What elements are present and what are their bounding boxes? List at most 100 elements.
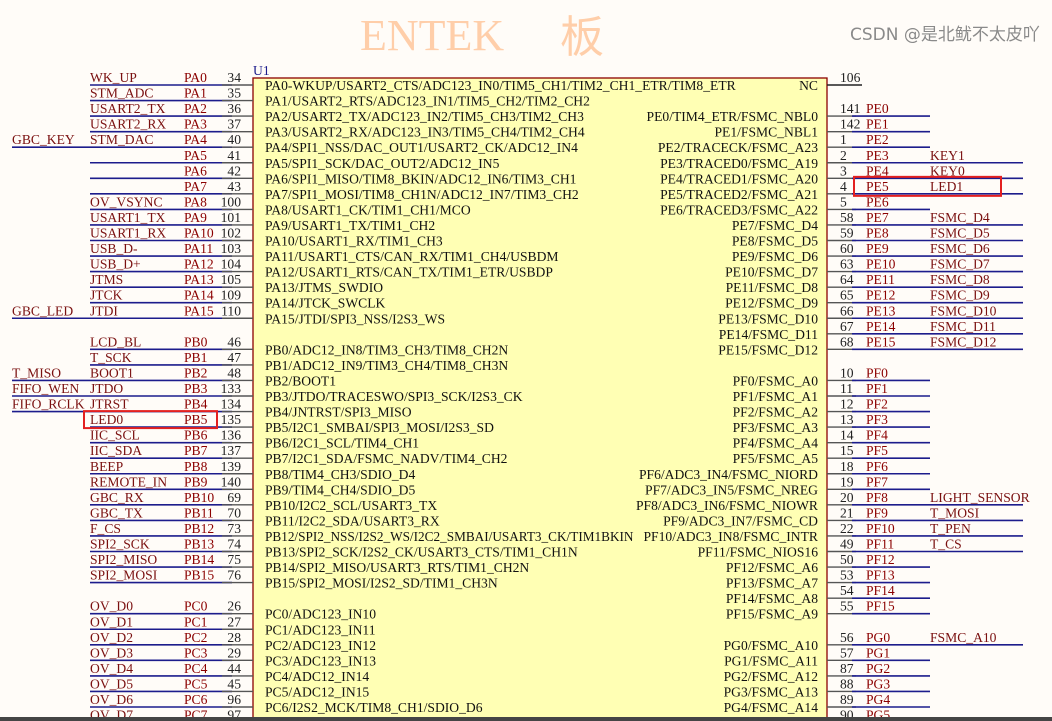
pin-row-pc4[interactable]: OV_D4 PC4 44 PC4/ADC12_IN14: [90, 661, 369, 684]
pin-row-pf2[interactable]: 12 PF2 PF2/FSMC_A2: [733, 397, 930, 420]
pin-function: PE7/FSMC_D4: [732, 218, 818, 233]
pin-function: PE2/TRACECK/FSMC_A23: [658, 140, 818, 155]
pin-row-pf12[interactable]: 50 PF12 PF12/FSMC_A6: [726, 552, 930, 575]
pin-row-pb5[interactable]: LED0 PB5 135 PB5/I2C1_SMBAI/SPI3_MOSI/I2S3_…: [83, 410, 494, 435]
pin-row-pf11[interactable]: 49 PF11 T_CS PF11/FSMC_NIOS16: [698, 537, 1023, 560]
pin-row-pa9[interactable]: USART1_TX PA9 101 PA9/USART1_TX/TIM1_CH2: [90, 210, 435, 233]
pin-row-pf14[interactable]: 54 PF14 PF14/FSMC_A8: [726, 583, 930, 606]
pin-row-pb10[interactable]: GBC_RX PB10 69 PB10/I2C2_SCL/USART3_TX: [90, 490, 437, 513]
pin-row-pc0[interactable]: OV_D0 PC0 26 PC0/ADC123_IN10: [90, 599, 376, 622]
pin-row-pf10[interactable]: 22 PF10 T_PEN PF10/ADC3_IN8/FSMC_INTR: [644, 521, 1024, 544]
pin-row-pa7[interactable]: PA7 43 PA7/SPI1_MOSI/TIM8_CH1N/ADC12_IN7/T…: [90, 179, 579, 202]
pin-row-pf8[interactable]: 20 PF8 LIGHT_SENSOR PF8/ADC3_IN6/FSMC_NIOWR: [636, 490, 1031, 513]
pin-row-pc1[interactable]: OV_D1 PC1 27 PC1/ADC123_IN11: [90, 614, 376, 637]
pin-row-pc6[interactable]: OV_D6 PC6 96 PC6/I2S2_MCK/TIM8_CH1/SDIO_D6: [90, 692, 483, 715]
chip-body-u1[interactable]: [252, 77, 828, 721]
pin-row-pe2[interactable]: 1 PE2 PE2/TRACECK/FSMC_A23: [658, 132, 930, 155]
pin-row-pe5[interactable]: 4 PE5 LED1 PE5/TRACED2/FSMC_A21: [660, 175, 1023, 202]
pin-row-pa4[interactable]: GBC_KEY STM_DAC PA4 40 PA4/SPI1_NSS/DAC_OUT1…: [12, 132, 578, 155]
pin-row-pe6[interactable]: 5 PE6 PE6/TRACED3/FSMC_A22: [660, 194, 930, 217]
pin-row-pa15[interactable]: GBC_LED JTDI PA15 110 PA15/JTDI/SPI3_NSS/I2S…: [12, 303, 445, 326]
pin-row-pg1[interactable]: 57 PG1 PG1/FSMC_A11: [724, 645, 930, 668]
pin-row-pe7[interactable]: 58 PE7 FSMC_D4 PE7/FSMC_D4: [732, 210, 1023, 233]
pin-row-pb9[interactable]: REMOTE_IN PB9 140 PB9/TIM4_CH4/SDIO_D5: [90, 474, 416, 497]
pin-row-pf6[interactable]: 18 PF6 PF6/ADC3_IN4/FSMC_NIORD: [639, 459, 930, 482]
pin-row-pe1[interactable]: 142 PE1 PE1/FSMC_NBL1: [715, 117, 931, 140]
pin-function: PE6/TRACED3/FSMC_A22: [660, 202, 818, 217]
pin-row-pe10[interactable]: 63 PE10 FSMC_D7 PE10/FSMC_D7: [725, 257, 1023, 280]
pin-row-pe13[interactable]: 66 PE13 FSMC_D10 PE13/FSMC_D10: [718, 303, 1023, 326]
pin-row-pg2[interactable]: 87 PG2 PG2/FSMC_A12: [724, 661, 930, 684]
pin-number: 54: [840, 583, 854, 598]
pin-number: 96: [227, 692, 241, 707]
pin-row-pe0[interactable]: 141 PE0 PE0/TIM4_ETR/FSMC_NBL0: [647, 101, 930, 124]
pin-row-pa10[interactable]: USART1_RX PA10 102 PA10/USART1_RX/TIM1_CH3: [90, 226, 443, 249]
pin-row-pb0[interactable]: LCD_BL PB0 46 PB0/ADC12_IN8/TIM3_CH3/TIM8_C…: [90, 334, 508, 357]
net-label: OV_D2: [90, 630, 133, 645]
pin-rows: WK_UP PA0 34 PA0-WKUP/USART2_CTS/ADC123_IN0…: [12, 70, 1031, 721]
pin-row-pg4[interactable]: 89 PG4 PG4/FSMC_A14: [724, 692, 930, 715]
pin-row-pf15[interactable]: 55 PF15 PF15/FSMC_A9: [726, 599, 930, 622]
net-label: KEY0: [930, 163, 965, 178]
pin-row-pb6[interactable]: IIC_SCL PB6 136 PB6/I2C1_SCL/TIM4_CH1: [90, 428, 419, 451]
pin-row-pb1[interactable]: T_SCK PB1 47 PB1/ADC12_IN9/TIM3_CH4/TIM8_CH…: [90, 350, 508, 373]
port-name: PC5: [184, 676, 208, 691]
pin-row-pe11[interactable]: 64 PE11 FSMC_D8 PE11/FSMC_D8: [726, 272, 1023, 295]
pin-row-pg0[interactable]: 56 PG0 FSMC_A10 PG0/FSMC_A10: [724, 630, 1023, 653]
pin-function: PF14/FSMC_A8: [726, 591, 818, 606]
pin-row-pg3[interactable]: 88 PG3 PG3/FSMC_A13: [724, 676, 930, 699]
pin-row-pb8[interactable]: BEEP PB8 139 PB8/TIM4_CH3/SDIO_D4: [90, 459, 416, 482]
pin-row-nc[interactable]: 106 NC: [799, 70, 862, 93]
pin-row-pf0[interactable]: 10 PF0 PF0/FSMC_A0: [733, 365, 930, 388]
pin-number: 26: [227, 599, 241, 614]
net-label-extra: FIFO_RCLK: [12, 397, 85, 412]
net-label: OV_D0: [90, 599, 133, 614]
pin-row-pe9[interactable]: 60 PE9 FSMC_D6 PE9/FSMC_D6: [732, 241, 1023, 264]
pin-function: PC3/ADC123_IN13: [265, 653, 376, 668]
pin-row-pb15[interactable]: SPI2_MOSI PB15 76 PB15/SPI2_MOSI/I2S2_SD/TI…: [90, 568, 498, 591]
pin-row-pa6[interactable]: PA6 42 PA6/SPI1_MISO/TIM8_BKIN/ADC12_IN6/T…: [90, 163, 576, 186]
port-name: PB14: [184, 552, 214, 567]
pin-row-pb7[interactable]: IIC_SDA PB7 137 PB7/I2C1_SDA/FSMC_NADV/TIM4…: [90, 443, 508, 466]
pin-row-pa5[interactable]: PA5 41 PA5/SPI1_SCK/DAC_OUT2/ADC12_IN5: [90, 148, 500, 171]
pin-row-pb4[interactable]: FIFO_RCLK JTRST PB4 134 PB4/JNTRST/SPI3_MISO: [12, 397, 412, 420]
pin-row-pf3[interactable]: 13 PF3 PF3/FSMC_A3: [733, 412, 930, 435]
pin-row-pe3[interactable]: 2 PE3 KEY1 PE3/TRACED0/FSMC_A19: [660, 148, 1023, 171]
pin-row-pf13[interactable]: 53 PF13 PF13/FSMC_A7: [726, 568, 930, 591]
pin-row-pf9[interactable]: 21 PF9 T_MOSI PF9/ADC3_IN7/FSMC_CD: [663, 505, 1023, 528]
pin-row-pf4[interactable]: 14 PF4 PF4/FSMC_A4: [733, 428, 930, 451]
pin-row-pc5[interactable]: OV_D5 PC5 45 PC5/ADC12_IN15: [90, 676, 369, 699]
port-name: PB8: [184, 459, 208, 474]
pin-row-pe15[interactable]: 68 PE15 FSMC_D12 PE15/FSMC_D12: [718, 334, 1023, 357]
pin-row-pa11[interactable]: USB_D- PA11 103 PA11/USART1_CTS/CAN_RX/TIM1…: [90, 241, 559, 264]
pin-row-pa14[interactable]: JTCK PA14 109 PA14/JTCK_SWCLK: [90, 288, 386, 311]
pin-row-pa0[interactable]: WK_UP PA0 34 PA0-WKUP/USART2_CTS/ADC123_IN0…: [90, 70, 737, 93]
port-name: PB2: [184, 365, 208, 380]
pin-row-pc3[interactable]: OV_D3 PC3 29 PC3/ADC123_IN13: [90, 645, 376, 668]
pin-row-pb3[interactable]: FIFO_WEN JTDO PB3 133 PB3/JTDO/TRACESWO/SPI3…: [12, 381, 523, 404]
pin-row-pe14[interactable]: 67 PE14 FSMC_D11 PE14/FSMC_D11: [719, 319, 1023, 342]
pin-row-pa2[interactable]: USART2_TX PA2 36 PA2/USART2_TX/ADC123_IN2/T…: [90, 101, 584, 124]
pin-row-pe8[interactable]: 59 PE8 FSMC_D5 PE8/FSMC_D5: [732, 226, 1023, 249]
pin-row-pa1[interactable]: STM_ADC PA1 35 PA1/USART2_RTS/ADC123_IN1/TI…: [90, 86, 590, 109]
pin-row-pb13[interactable]: SPI2_SCK PB13 74 PB13/SPI2_SCK/I2S2_CK/USAR…: [90, 537, 578, 560]
pin-row-pe12[interactable]: 65 PE12 FSMC_D9 PE12/FSMC_D9: [725, 288, 1023, 311]
pin-row-pf5[interactable]: 15 PF5 PF5/FSMC_A5: [733, 443, 930, 466]
pin-row-pa12[interactable]: USB_D+ PA12 104 PA12/USART1_RTS/CAN_TX/TIM1…: [90, 257, 553, 280]
pin-row-pa13[interactable]: JTMS PA13 105 PA13/JTMS_SWDIO: [90, 272, 383, 295]
pin-function: PB7/I2C1_SDA/FSMC_NADV/TIM4_CH2: [265, 451, 508, 466]
pin-row-pb11[interactable]: GBC_TX PB11 70 PB11/I2C2_SDA/USART3_RX: [90, 505, 440, 528]
pin-row-pe4[interactable]: 3 PE4 KEY0 PE4/TRACED1/FSMC_A20: [660, 163, 1023, 186]
pin-function: PG3/FSMC_A13: [724, 684, 819, 699]
pin-function: PE0/TIM4_ETR/FSMC_NBL0: [647, 109, 819, 124]
pin-row-pf7[interactable]: 19 PF7 PF7/ADC3_IN5/FSMC_NREG: [645, 474, 930, 497]
net-label: JTMS: [90, 272, 123, 287]
pin-row-pb2[interactable]: T_MISO BOOT1 PB2 48 PB2/BOOT1: [12, 365, 336, 388]
pin-row-pb12[interactable]: F_CS PB12 73 PB12/SPI2_NSS/I2S2_WS/I2C2_SMB…: [90, 521, 634, 544]
pin-row-pf1[interactable]: 11 PF1 PF1/FSMC_A1: [733, 381, 930, 404]
pin-row-pb14[interactable]: SPI2_MISO PB14 75 PB14/SPI2_MISO/USART3_RTS…: [90, 552, 529, 575]
pin-row-pa3[interactable]: USART2_RX PA3 37 PA3/USART2_RX/ADC123_IN3/T…: [90, 117, 585, 140]
pin-number: 102: [221, 226, 242, 241]
pin-row-pc2[interactable]: OV_D2 PC2 28 PC2/ADC123_IN12: [90, 630, 376, 653]
pin-row-pa8[interactable]: OV_VSYNC PA8 100 PA8/USART1_CK/TIM1_CH1/MCO: [90, 194, 471, 217]
